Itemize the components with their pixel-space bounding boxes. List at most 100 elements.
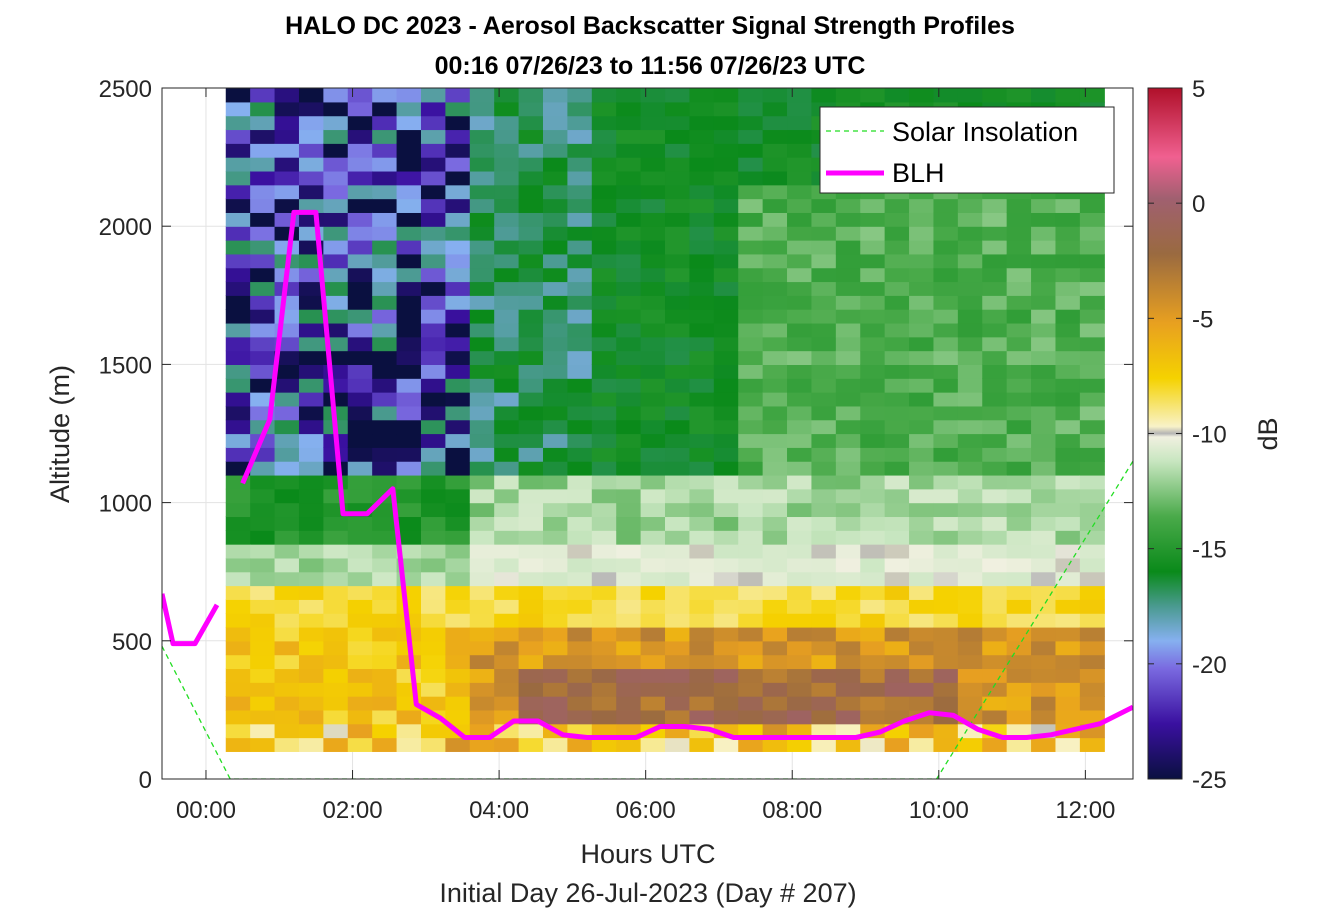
heatmap-cell [787, 447, 813, 462]
heatmap-cell [469, 516, 495, 531]
heatmap-cell [250, 557, 276, 573]
heatmap-cell [909, 516, 935, 531]
heatmap-cell [640, 516, 666, 531]
heatmap-cell [396, 405, 422, 421]
heatmap-cell [811, 253, 837, 269]
heatmap-cell [957, 571, 983, 587]
heatmap-cell [689, 350, 715, 365]
heatmap-cell [640, 544, 666, 559]
heatmap-cell [347, 530, 373, 545]
heatmap-cell [957, 585, 983, 600]
heatmap-cell [469, 613, 495, 628]
heatmap-cell [762, 654, 788, 670]
colorbar-ticks: -25-20-15-10-505 [1148, 76, 1227, 794]
heatmap-cell [298, 336, 324, 352]
heatmap-cell [640, 447, 666, 462]
heatmap-cell [445, 488, 471, 504]
heatmap-cell [518, 253, 544, 269]
heatmap-cell [323, 212, 349, 227]
heatmap-cell [298, 350, 324, 365]
heatmap-cell [1055, 419, 1081, 435]
heatmap-cell [1006, 322, 1032, 338]
heatmap-cell [713, 88, 739, 103]
heatmap-cell [1031, 544, 1057, 559]
heatmap-cell [445, 281, 471, 296]
heatmap-cell [787, 378, 813, 393]
heatmap-cell [591, 157, 617, 172]
heatmap-cell [1055, 530, 1081, 545]
heatmap-cell [225, 88, 251, 103]
heatmap-cell [396, 668, 422, 683]
heatmap-cell [225, 613, 251, 628]
heatmap-cell [835, 461, 861, 476]
heatmap-cell [396, 599, 422, 614]
heatmap-cell [518, 640, 544, 656]
heatmap-cell [909, 350, 935, 365]
heatmap-cell [372, 516, 398, 531]
heatmap-cell [689, 129, 715, 144]
heatmap-cell [469, 378, 495, 393]
heatmap-cell [567, 668, 593, 683]
heatmap-cell [1006, 696, 1032, 711]
heatmap-cell [909, 419, 935, 435]
heatmap-cell [713, 364, 739, 379]
heatmap-cell [616, 405, 642, 421]
heatmap-cell [982, 253, 1008, 269]
heatmap-cell [518, 115, 544, 131]
heatmap-cell [982, 530, 1008, 545]
heatmap-cell [372, 322, 398, 338]
heatmap-cell [689, 474, 715, 490]
heatmap-cell [640, 281, 666, 296]
heatmap-cell [835, 502, 861, 518]
heatmap-cell [298, 267, 324, 283]
heatmap-cell [1055, 267, 1081, 283]
heatmap-cell [884, 198, 910, 213]
heatmap-cell [445, 433, 471, 448]
heatmap-cell [811, 267, 837, 283]
heatmap-cell [665, 516, 691, 531]
heatmap-cell [225, 226, 251, 241]
heatmap-cell [909, 682, 935, 697]
heatmap-cell [738, 530, 764, 545]
heatmap-cell [420, 405, 446, 421]
heatmap-cell [713, 447, 739, 462]
heatmap-cell [591, 502, 617, 518]
heatmap-cell [835, 516, 861, 531]
heatmap-cell [957, 530, 983, 545]
heatmap-cell [860, 350, 886, 365]
colorbar-tick-label: -5 [1192, 306, 1213, 333]
heatmap-cell [250, 184, 276, 200]
heatmap-cell [835, 723, 861, 739]
heatmap-cell [420, 392, 446, 407]
heatmap-cell [1079, 654, 1105, 670]
heatmap-cell [616, 474, 642, 490]
heatmap-cell [616, 281, 642, 296]
heatmap-cell [469, 433, 495, 448]
heatmap-cell [1031, 226, 1057, 241]
heatmap-cell [762, 447, 788, 462]
heatmap-cell [1031, 516, 1057, 531]
heatmap-cell [933, 737, 959, 752]
heatmap-cell [665, 157, 691, 172]
heatmap-cell [1006, 737, 1032, 752]
heatmap-cell [640, 129, 666, 144]
heatmap-cell [787, 585, 813, 600]
heatmap-cell [445, 696, 471, 711]
heatmap-cell [884, 502, 910, 518]
heatmap-cell [835, 212, 861, 227]
heatmap-cell [640, 640, 666, 656]
heatmap-cell [787, 364, 813, 379]
heatmap-cell [567, 226, 593, 241]
heatmap-cell [787, 516, 813, 531]
heatmap-cell [982, 226, 1008, 241]
heatmap-cell [909, 530, 935, 545]
heatmap-cell [494, 613, 520, 628]
heatmap-cell [543, 267, 568, 283]
heatmap-cell [347, 115, 373, 131]
heatmap-cell [518, 696, 544, 711]
heatmap-cell [469, 668, 495, 683]
heatmap-cell [250, 143, 276, 158]
heatmap-cell [787, 143, 813, 158]
heatmap-cell [274, 170, 300, 186]
heatmap-cell [738, 405, 764, 421]
